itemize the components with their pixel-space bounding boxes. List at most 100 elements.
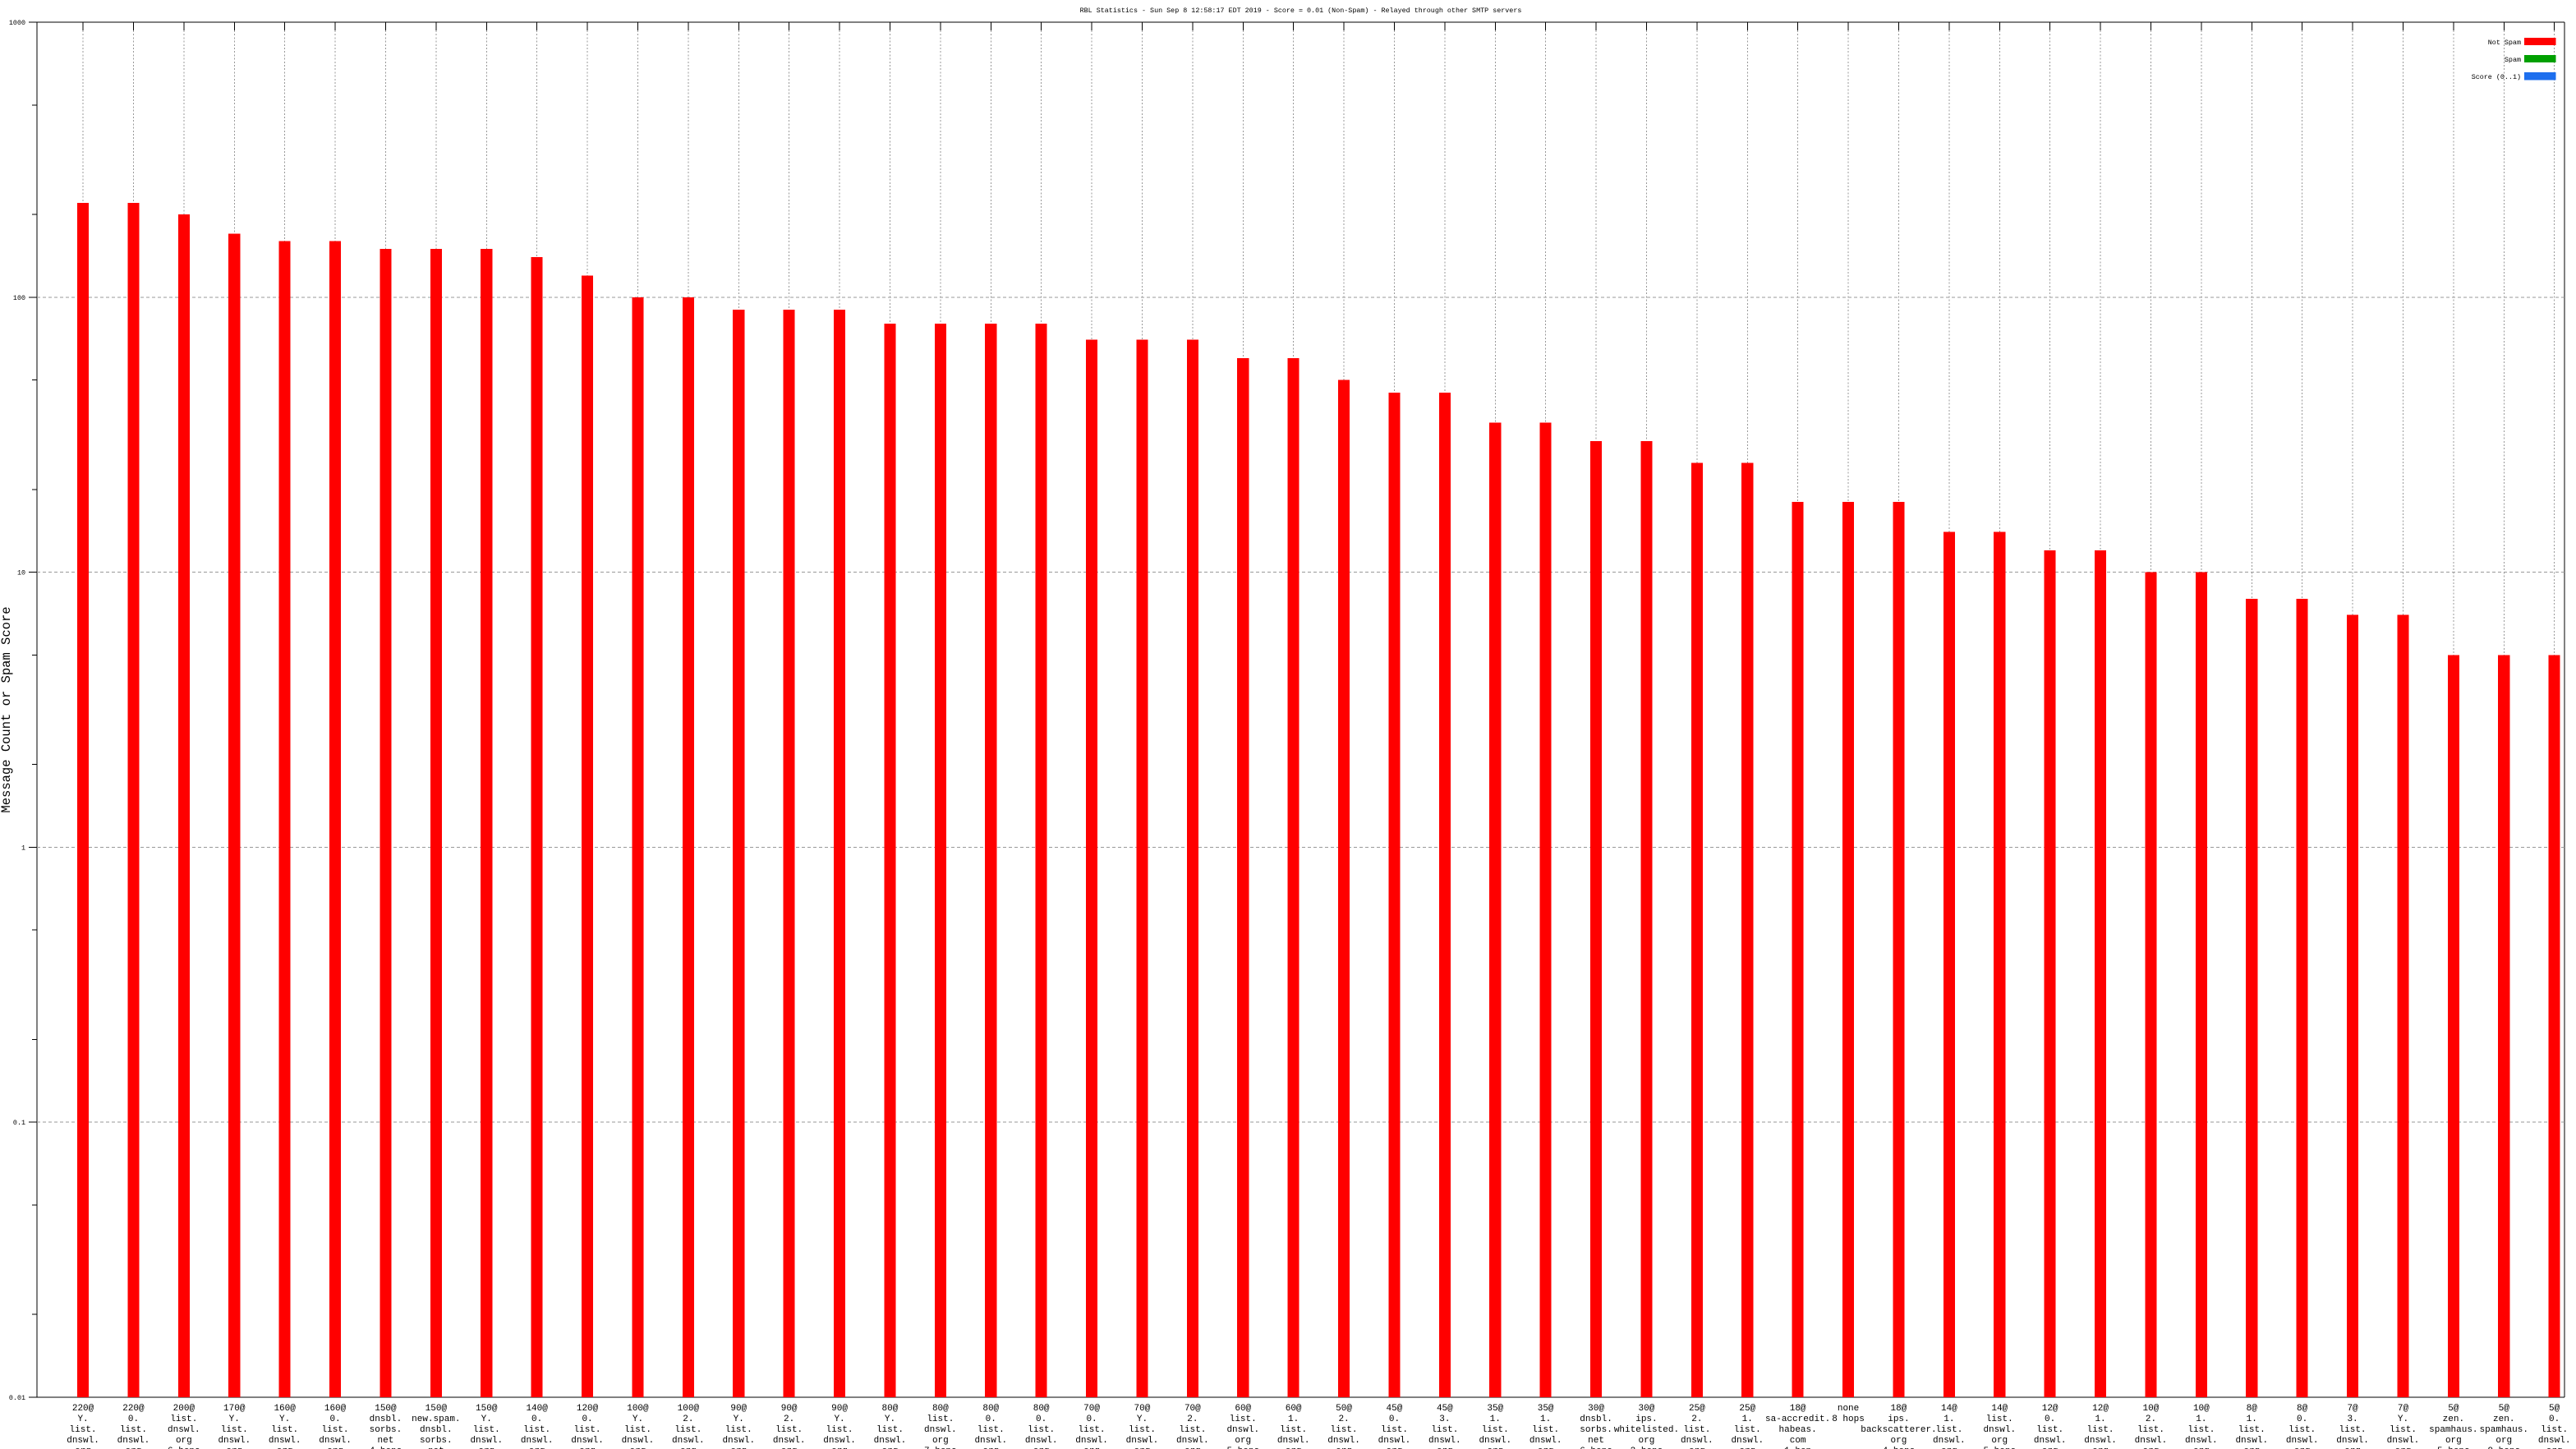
svg-text:80@: 80@ — [882, 1404, 899, 1414]
svg-text:200@: 200@ — [173, 1404, 196, 1414]
svg-text:spamhaus.: spamhaus. — [2429, 1425, 2477, 1435]
svg-text:60@: 60@ — [1235, 1404, 1251, 1414]
svg-text:dnswl.: dnswl. — [2135, 1436, 2168, 1446]
svg-text:habeas.: habeas. — [1779, 1425, 1817, 1435]
svg-text:25@: 25@ — [1689, 1404, 1705, 1414]
svg-text:dnswl.: dnswl. — [2538, 1436, 2571, 1446]
svg-text:80@: 80@ — [1033, 1404, 1050, 1414]
svg-text:list.: list. — [624, 1425, 651, 1435]
svg-text:dnswl.: dnswl. — [1479, 1436, 1511, 1446]
svg-text:dnswl.: dnswl. — [1277, 1436, 1310, 1446]
svg-text:dnswl.: dnswl. — [2034, 1436, 2067, 1446]
svg-text:0.: 0. — [582, 1414, 592, 1424]
svg-text:list.: list. — [1028, 1425, 1055, 1435]
svg-text:Message Count or Spam Score: Message Count or Spam Score — [0, 606, 14, 812]
svg-text:Y.: Y. — [77, 1414, 88, 1424]
svg-text:dnswl.: dnswl. — [117, 1436, 150, 1446]
svg-text:dnswl.: dnswl. — [2185, 1436, 2218, 1446]
svg-text:list.: list. — [1381, 1425, 1408, 1435]
svg-text:5@: 5@ — [2549, 1404, 2560, 1414]
svg-text:dnswl.: dnswl. — [823, 1436, 856, 1446]
svg-text:1.: 1. — [2095, 1414, 2105, 1424]
svg-text:org: org — [2445, 1436, 2462, 1446]
svg-text:list.: list. — [2087, 1425, 2114, 1435]
svg-text:0.01: 0.01 — [9, 1394, 25, 1402]
svg-text:list.: list. — [2288, 1425, 2316, 1435]
svg-text:list.: list. — [1179, 1425, 1206, 1435]
svg-text:0.: 0. — [2549, 1414, 2560, 1424]
svg-text:0.: 0. — [531, 1414, 542, 1424]
svg-text:1000: 1000 — [9, 19, 25, 27]
svg-text:sorbs.: sorbs. — [420, 1436, 453, 1446]
svg-text:14@: 14@ — [1941, 1404, 1957, 1414]
svg-text:70@: 70@ — [1134, 1404, 1151, 1414]
svg-text:Y.: Y. — [1137, 1414, 1148, 1424]
svg-text:8@: 8@ — [2247, 1404, 2258, 1414]
svg-text:90@: 90@ — [781, 1404, 798, 1414]
svg-text:1: 1 — [21, 844, 25, 852]
svg-text:2.: 2. — [1187, 1414, 1198, 1424]
svg-text:1.: 1. — [2247, 1414, 2257, 1424]
svg-text:dnswl.: dnswl. — [2084, 1436, 2117, 1446]
svg-text:list.: list. — [523, 1425, 550, 1435]
svg-text:2.: 2. — [1691, 1414, 1702, 1424]
svg-text:dnswl.: dnswl. — [1530, 1436, 1562, 1446]
svg-text:8 hops: 8 hops — [1832, 1414, 1865, 1424]
svg-text:dnswl.: dnswl. — [470, 1436, 503, 1446]
svg-text:list.: list. — [826, 1425, 853, 1435]
svg-text:Y.: Y. — [481, 1414, 492, 1424]
svg-text:10@: 10@ — [2143, 1404, 2160, 1414]
svg-text:60@: 60@ — [1286, 1404, 1302, 1414]
svg-text:dnswl.: dnswl. — [269, 1436, 301, 1446]
svg-text:1.: 1. — [1288, 1414, 1299, 1424]
svg-text:dnswl.: dnswl. — [1731, 1436, 1764, 1446]
svg-text:org: org — [932, 1436, 949, 1446]
svg-text:0.: 0. — [1086, 1414, 1097, 1424]
svg-text:new.spam.: new.spam. — [412, 1414, 460, 1424]
svg-text:170@: 170@ — [223, 1404, 246, 1414]
svg-text:org: org — [1639, 1436, 1655, 1446]
svg-text:30@: 30@ — [1639, 1404, 1655, 1414]
svg-text:dnswl.: dnswl. — [2336, 1436, 2369, 1446]
svg-text:150@: 150@ — [375, 1404, 397, 1414]
svg-text:70@: 70@ — [1184, 1404, 1201, 1414]
svg-text:0.1: 0.1 — [13, 1119, 25, 1127]
svg-text:dnswl.: dnswl. — [168, 1425, 200, 1435]
svg-text:list.: list. — [725, 1425, 752, 1435]
svg-text:1.: 1. — [1742, 1414, 1753, 1424]
svg-text:0.: 0. — [986, 1414, 996, 1424]
svg-text:list.: list. — [1331, 1425, 1358, 1435]
svg-text:50@: 50@ — [1336, 1404, 1352, 1414]
svg-text:120@: 120@ — [577, 1404, 599, 1414]
svg-text:sorbs.: sorbs. — [370, 1425, 402, 1435]
svg-text:list.: list. — [322, 1425, 349, 1435]
svg-text:list.: list. — [2187, 1425, 2215, 1435]
svg-text:80@: 80@ — [932, 1404, 949, 1414]
svg-text:dnswl.: dnswl. — [1933, 1436, 1966, 1446]
svg-text:220@: 220@ — [122, 1404, 145, 1414]
svg-text:list.: list. — [70, 1425, 97, 1435]
svg-text:dnswl.: dnswl. — [1983, 1425, 2016, 1435]
svg-text:dnswl.: dnswl. — [1126, 1436, 1159, 1446]
svg-text:5@: 5@ — [2499, 1404, 2510, 1414]
svg-text:1.: 1. — [1490, 1414, 1501, 1424]
svg-text:90@: 90@ — [730, 1404, 747, 1414]
svg-text:100: 100 — [13, 294, 25, 302]
svg-text:org: org — [1991, 1436, 2008, 1446]
svg-text:list.: list. — [574, 1425, 601, 1435]
svg-text:dnswl.: dnswl. — [2387, 1436, 2420, 1446]
svg-text:150@: 150@ — [426, 1404, 448, 1414]
svg-text:1.: 1. — [2196, 1414, 2206, 1424]
svg-text:zen.: zen. — [2493, 1414, 2514, 1424]
svg-text:dnswl.: dnswl. — [722, 1436, 755, 1446]
svg-text:Y.: Y. — [834, 1414, 844, 1424]
svg-text:100@: 100@ — [627, 1404, 649, 1414]
svg-text:list.: list. — [221, 1425, 248, 1435]
svg-text:list.: list. — [2137, 1425, 2164, 1435]
svg-text:dnswl.: dnswl. — [1226, 1425, 1259, 1435]
svg-text:160@: 160@ — [274, 1404, 296, 1414]
svg-text:25@: 25@ — [1739, 1404, 1755, 1414]
svg-text:Y.: Y. — [279, 1414, 290, 1424]
svg-text:30@: 30@ — [1588, 1404, 1604, 1414]
svg-text:1.: 1. — [1540, 1414, 1551, 1424]
